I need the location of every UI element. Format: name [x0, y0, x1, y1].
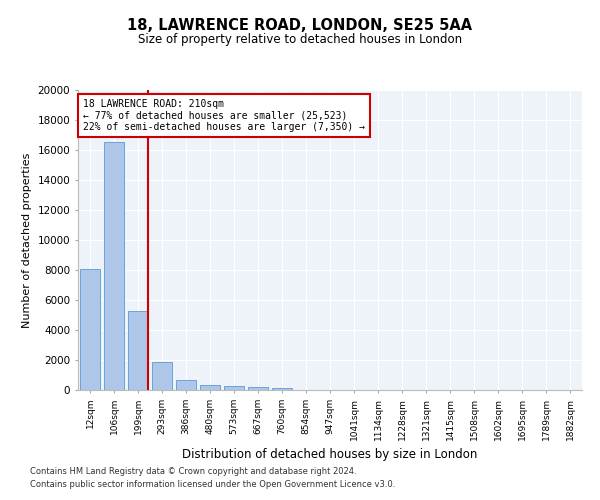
Text: 18, LAWRENCE ROAD, LONDON, SE25 5AA: 18, LAWRENCE ROAD, LONDON, SE25 5AA [127, 18, 473, 32]
Text: 18 LAWRENCE ROAD: 210sqm
← 77% of detached houses are smaller (25,523)
22% of se: 18 LAWRENCE ROAD: 210sqm ← 77% of detach… [83, 99, 365, 132]
Text: Contains public sector information licensed under the Open Government Licence v3: Contains public sector information licen… [30, 480, 395, 489]
Bar [152, 362, 172, 390]
Y-axis label: Number of detached properties: Number of detached properties [22, 152, 32, 328]
Text: Contains HM Land Registry data © Crown copyright and database right 2024.: Contains HM Land Registry data © Crown c… [30, 467, 356, 476]
Bar [128, 310, 148, 390]
Bar [176, 380, 196, 390]
Bar [104, 142, 124, 390]
Bar [200, 384, 220, 390]
Bar [224, 386, 244, 390]
Text: Size of property relative to detached houses in London: Size of property relative to detached ho… [138, 32, 462, 46]
Bar [80, 268, 100, 390]
Bar [272, 388, 292, 390]
Bar [248, 387, 268, 390]
X-axis label: Distribution of detached houses by size in London: Distribution of detached houses by size … [182, 448, 478, 461]
